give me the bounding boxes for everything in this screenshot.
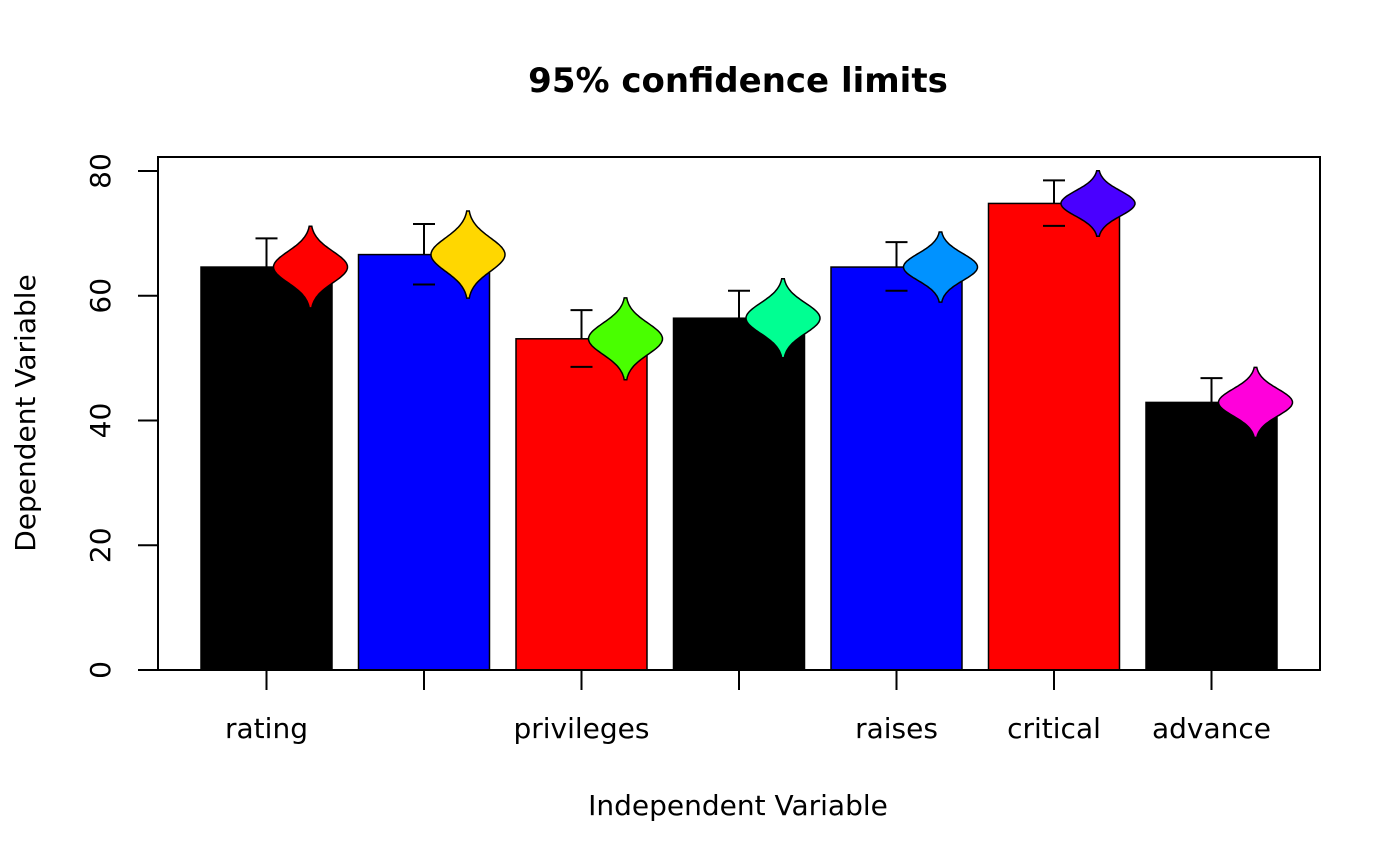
y-axis-label: Dependent Variable [9, 274, 42, 552]
ci-complaints [413, 223, 435, 286]
y-tick-label-80: 80 [84, 153, 117, 189]
bar-privileges [515, 338, 648, 671]
ci-advance [1200, 377, 1223, 428]
y-tick-label-0: 0 [84, 661, 117, 679]
density-critical [1060, 169, 1136, 237]
density-rating [272, 225, 349, 309]
ci-learning [728, 289, 750, 347]
density-learning [745, 277, 821, 359]
y-tick-label-60: 60 [84, 278, 117, 314]
density-raises [902, 231, 979, 303]
ci-rating [255, 237, 278, 297]
density-complaints [430, 210, 506, 299]
bar-raises [830, 266, 963, 671]
x-tick-label-rating: rating [225, 712, 308, 745]
chart-title: 95% confidence limits [528, 61, 948, 101]
ci-critical [1043, 179, 1065, 227]
bar-rating [200, 266, 333, 671]
x-tick-label-critical: critical [1007, 712, 1101, 745]
x-axis-label: Independent Variable [588, 789, 888, 822]
ci-privileges [570, 309, 593, 368]
density-privileges [587, 297, 664, 381]
bar-critical [987, 202, 1121, 671]
density-advance [1217, 366, 1294, 439]
y-tick-label-20: 20 [84, 527, 117, 563]
bar-complaints [357, 253, 491, 671]
ci-raises [885, 241, 908, 292]
x-tick-label-advance: advance [1152, 712, 1271, 745]
x-tick-label-privileges: privileges [513, 712, 649, 745]
y-tick-label-40: 40 [84, 403, 117, 439]
x-tick-label-raises: raises [855, 712, 938, 745]
bar-learning [672, 317, 806, 671]
bar-advance [1145, 401, 1278, 671]
